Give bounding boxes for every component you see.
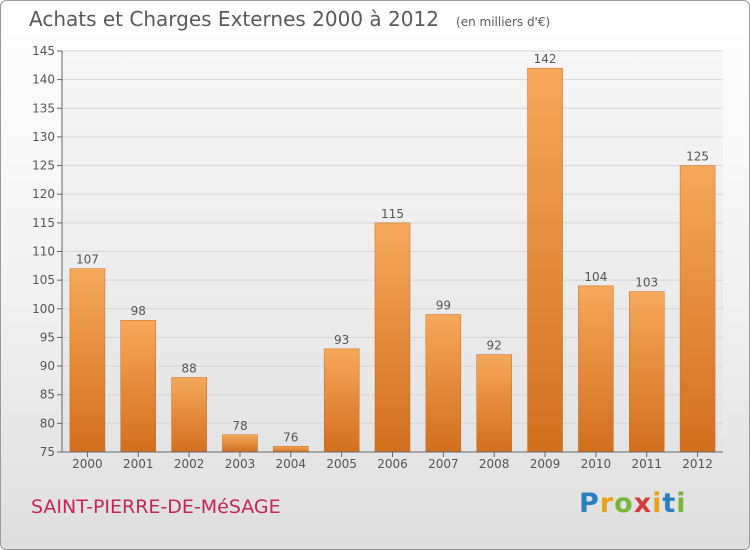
bar <box>628 291 665 453</box>
bar <box>374 222 411 453</box>
chart-title: Achats et Charges Externes 2000 à 2012 (… <box>29 7 550 31</box>
data-label: 88 <box>181 362 196 376</box>
x-tick-label: 2004 <box>276 457 307 471</box>
bar <box>69 268 106 453</box>
y-tick-label: 125 <box>32 159 55 173</box>
data-label: 115 <box>381 207 404 221</box>
bar <box>578 285 614 453</box>
proxiti-logo: Proxiti <box>579 488 687 519</box>
data-label: 99 <box>436 299 451 313</box>
y-tick-label: 110 <box>32 245 55 259</box>
y-tick-label: 100 <box>32 302 55 316</box>
data-label: 93 <box>334 333 349 347</box>
y-tick-label: 140 <box>32 73 55 87</box>
y-tick-label: 115 <box>32 216 55 230</box>
data-label: 98 <box>131 304 146 318</box>
bar <box>476 354 512 453</box>
x-tick-label: 2011 <box>631 457 662 471</box>
x-tick-label: 2010 <box>581 457 612 471</box>
x-tick-label: 2000 <box>72 457 103 471</box>
x-tick-label: 2003 <box>225 457 256 471</box>
data-label: 104 <box>584 270 607 284</box>
x-tick-label: 2001 <box>123 457 154 471</box>
x-tick-label: 2005 <box>326 457 357 471</box>
data-label: 92 <box>487 339 502 353</box>
data-label: 125 <box>686 150 709 164</box>
chart-title-text: Achats et Charges Externes 2000 à 2012 <box>29 7 439 31</box>
bar <box>273 446 309 453</box>
y-tick-label: 105 <box>32 273 55 287</box>
y-tick-label: 90 <box>40 359 55 373</box>
data-label: 103 <box>635 276 658 290</box>
y-tick-label: 145 <box>32 44 55 58</box>
y-tick-label: 80 <box>40 416 55 430</box>
commune-name: SAINT-PIERRE-DE-MéSAGE <box>31 496 281 518</box>
data-label: 142 <box>534 52 557 66</box>
y-tick-label: 85 <box>40 388 55 402</box>
data-label: 76 <box>283 430 298 444</box>
y-tick-label: 120 <box>32 187 55 201</box>
x-tick-label: 2012 <box>682 457 713 471</box>
x-tick-label: 2008 <box>479 457 510 471</box>
x-tick-label: 2006 <box>377 457 408 471</box>
axes <box>57 50 723 457</box>
y-tick-label: 95 <box>40 330 55 344</box>
bar <box>120 319 157 453</box>
y-tick-label: 135 <box>32 101 55 115</box>
bar <box>425 314 462 453</box>
data-label: 78 <box>232 419 247 433</box>
y-tick-label: 75 <box>40 445 55 459</box>
bars <box>69 67 716 453</box>
chart-unit-text: (en milliers d'€) <box>456 15 551 29</box>
y-tick-label: 130 <box>32 130 55 144</box>
x-tick-label: 2009 <box>530 457 561 471</box>
bar <box>171 377 207 453</box>
x-tick-label: 2007 <box>428 457 459 471</box>
data-label: 107 <box>76 253 99 267</box>
x-tick-label: 2002 <box>174 457 205 471</box>
bar <box>222 434 258 453</box>
labels: 75 80 85 90 95 100 105 110 115 120 125 130 135 140 145… <box>32 44 713 471</box>
bar <box>323 348 360 453</box>
bar <box>527 67 563 453</box>
bar <box>679 165 716 453</box>
